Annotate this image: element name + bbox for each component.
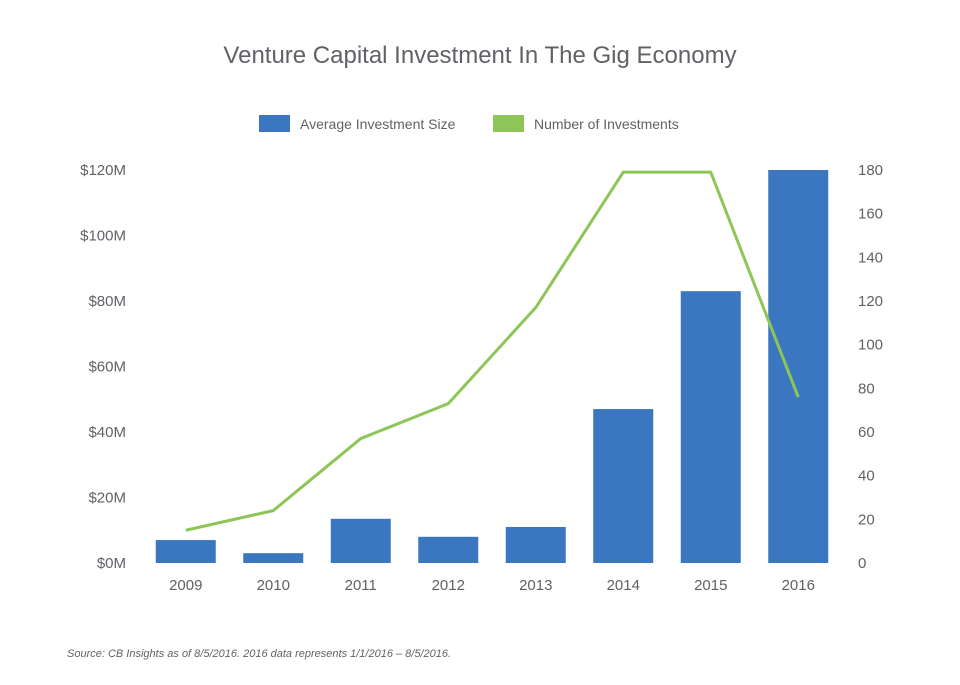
x-tick-label: 2009	[169, 577, 202, 594]
y-right-tick-label: 160	[858, 206, 883, 223]
y-right-tick-label: 40	[858, 468, 875, 485]
x-tick-label: 2012	[432, 577, 465, 594]
bar-2014	[593, 409, 654, 563]
legend-label-average-investment-size: Average Investment Size	[300, 115, 456, 132]
y-right-tick-label: 180	[858, 162, 883, 179]
legend: Average Investment Size Number of Invest…	[0, 115, 960, 137]
legend-item-average-investment-size: Average Investment Size	[259, 115, 455, 132]
bar-2012	[418, 536, 479, 563]
legend-swatch-line	[493, 115, 524, 132]
y-right-tick-label: 80	[858, 380, 875, 397]
y-left-tick-label: $40M	[88, 424, 126, 441]
y-left-tick-label: $20M	[88, 490, 126, 507]
x-tick-label: 2015	[694, 577, 727, 594]
legend-item-number-of-investments: Number of Investments	[493, 115, 679, 132]
bar-2011	[330, 518, 391, 563]
y-left-tick-label: $120M	[80, 162, 126, 179]
source-note: Source: CB Insights as of 8/5/2016. 2016…	[67, 648, 452, 660]
x-tick-label: 2011	[345, 577, 377, 594]
x-tick-label: 2016	[782, 577, 815, 594]
y-left-tick-label: $0M	[97, 555, 126, 572]
x-tick-label: 2014	[607, 577, 640, 594]
line-number-of-investments	[185, 170, 800, 532]
x-tick-label: 2010	[257, 577, 290, 594]
y-left-tick-label: $100M	[80, 228, 126, 245]
y-right-tick-label: 20	[858, 511, 875, 528]
y-left-tick-label: $60M	[88, 359, 126, 376]
y-right-tick-label: 60	[858, 424, 875, 441]
chart-title: Venture Capital Investment In The Gig Ec…	[223, 42, 737, 69]
y-right-tick-label: 100	[858, 337, 883, 354]
bar-2009	[155, 540, 216, 563]
legend-swatch-bar	[259, 115, 290, 132]
x-tick-label: 2013	[519, 577, 552, 594]
bar-2015	[680, 291, 741, 563]
bar-2013	[505, 526, 566, 563]
legend-label-number-of-investments: Number of Investments	[534, 115, 679, 132]
y-right-tick-label: 140	[858, 249, 883, 266]
bar-2016	[768, 170, 829, 563]
y-right-tick-label: 0	[858, 555, 866, 572]
y-right-tick-label: 120	[858, 293, 883, 310]
bar-2010	[243, 553, 304, 563]
y-left-tick-label: $80M	[88, 293, 126, 310]
